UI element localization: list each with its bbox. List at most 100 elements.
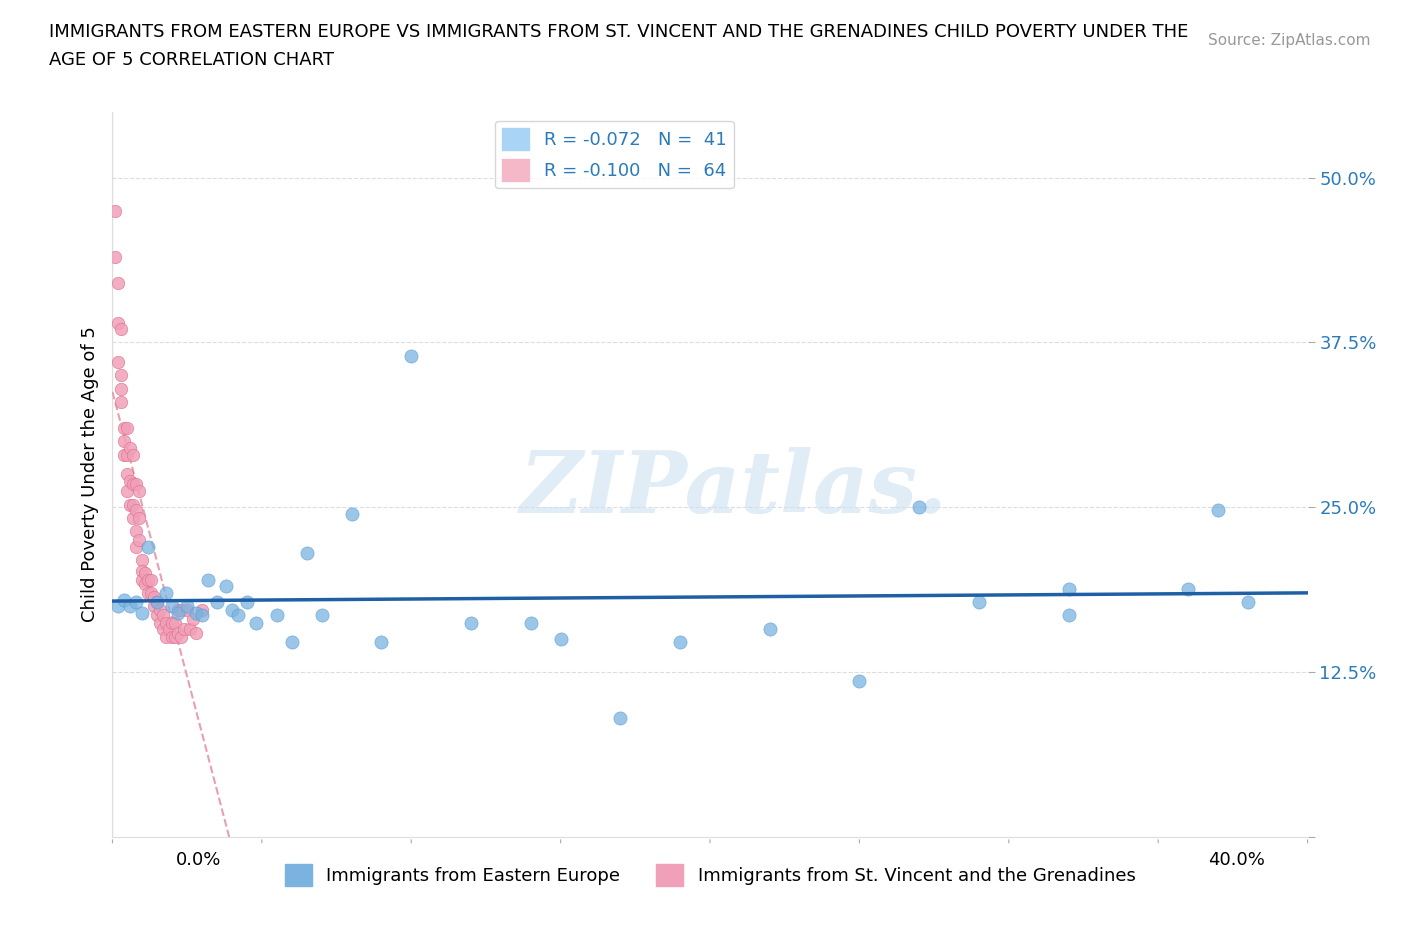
Point [162, 629, 183, 644]
Point [205, 595, 228, 610]
Point [162, 616, 183, 631]
Point [152, 608, 174, 623]
Point [122, 511, 145, 525]
Point [131, 572, 153, 587]
Point [520, 616, 543, 631]
Point [107, 315, 129, 330]
Point [152, 621, 174, 636]
Point [157, 621, 180, 636]
Point [110, 322, 132, 337]
Point [221, 603, 243, 618]
Point [117, 484, 139, 498]
Point [125, 476, 148, 491]
Point [165, 629, 187, 644]
Point [550, 631, 572, 646]
Point [143, 590, 166, 604]
Point [128, 484, 150, 498]
Point [1057, 608, 1080, 623]
Point [186, 605, 208, 620]
Point [167, 603, 190, 618]
Point [848, 674, 870, 689]
Point [141, 572, 163, 587]
Point [128, 511, 150, 525]
Point [128, 533, 150, 548]
Point [167, 605, 190, 620]
Point [125, 595, 148, 610]
Point [117, 447, 139, 462]
Point [120, 498, 142, 512]
Text: IMMIGRANTS FROM EASTERN EUROPE VS IMMIGRANTS FROM ST. VINCENT AND THE GRENADINES: IMMIGRANTS FROM EASTERN EUROPE VS IMMIGR… [49, 23, 1188, 41]
Point [1177, 581, 1199, 596]
Y-axis label: Child Poverty Under the Age of 5: Child Poverty Under the Age of 5 [80, 326, 98, 622]
Point [125, 502, 148, 517]
Point [266, 608, 288, 623]
Point [281, 634, 304, 649]
Point [122, 498, 145, 512]
Point [122, 476, 145, 491]
Point [170, 603, 193, 618]
Point [167, 625, 190, 640]
Point [122, 447, 145, 462]
Text: Source: ZipAtlas.com: Source: ZipAtlas.com [1208, 33, 1371, 47]
Point [176, 603, 198, 618]
Point [146, 595, 169, 610]
Point [340, 507, 363, 522]
Point [138, 572, 160, 587]
Point [114, 434, 135, 449]
Point [1057, 581, 1080, 596]
Point [226, 608, 249, 623]
Point [104, 249, 127, 264]
Point [107, 599, 129, 614]
Point [155, 586, 177, 601]
Point [114, 592, 135, 607]
Point [110, 394, 132, 409]
Point [215, 579, 238, 594]
Point [117, 420, 139, 435]
Point [155, 629, 177, 644]
Point [146, 608, 169, 623]
Point [460, 616, 482, 631]
Point [146, 595, 169, 610]
Point [759, 621, 782, 636]
Point [104, 203, 127, 218]
Point [186, 625, 208, 640]
Point [141, 586, 163, 601]
Point [245, 616, 267, 631]
Point [236, 595, 259, 610]
Point [176, 599, 198, 614]
Point [311, 608, 333, 623]
Point [197, 572, 219, 587]
Point [1206, 502, 1229, 517]
Text: 40.0%: 40.0% [1209, 851, 1265, 869]
Point [295, 546, 318, 561]
Point [173, 621, 195, 636]
Point [138, 539, 160, 554]
Point [908, 499, 931, 514]
Point [110, 368, 132, 383]
Point [134, 565, 156, 580]
Legend: Immigrants from Eastern Europe, Immigrants from St. Vincent and the Grenadines: Immigrants from Eastern Europe, Immigran… [277, 857, 1143, 893]
Point [120, 473, 142, 488]
Point [181, 612, 204, 627]
Point [131, 605, 153, 620]
Point [143, 599, 166, 614]
Point [191, 603, 214, 618]
Point [107, 354, 129, 369]
Point [170, 629, 193, 644]
Point [179, 621, 201, 636]
Point [114, 420, 135, 435]
Point [125, 524, 148, 538]
Point [967, 595, 990, 610]
Point [117, 467, 139, 482]
Point [609, 711, 631, 725]
Point [165, 616, 187, 631]
Point [114, 447, 135, 462]
Text: ZIPatlas.: ZIPatlas. [520, 447, 948, 530]
Point [120, 599, 142, 614]
Point [110, 381, 132, 396]
Point [669, 634, 692, 649]
Point [162, 599, 183, 614]
Point [107, 275, 129, 290]
Point [191, 608, 214, 623]
Point [134, 577, 156, 591]
